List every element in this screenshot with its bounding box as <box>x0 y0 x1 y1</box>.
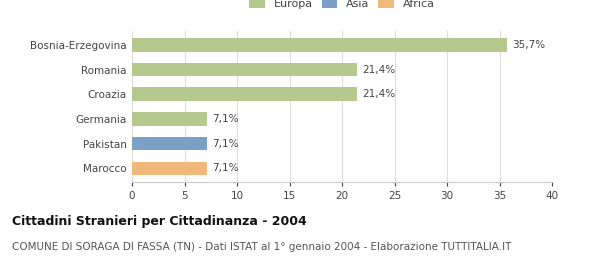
Text: COMUNE DI SORAGA DI FASSA (TN) - Dati ISTAT al 1° gennaio 2004 - Elaborazione TU: COMUNE DI SORAGA DI FASSA (TN) - Dati IS… <box>12 242 511 252</box>
Bar <box>132 87 356 101</box>
Text: 7,1%: 7,1% <box>212 114 238 124</box>
Bar <box>132 137 206 151</box>
Text: 35,7%: 35,7% <box>512 40 545 50</box>
Bar <box>132 161 206 175</box>
Text: 7,1%: 7,1% <box>212 139 238 149</box>
Text: 21,4%: 21,4% <box>362 64 395 75</box>
Bar <box>132 112 206 126</box>
Text: 7,1%: 7,1% <box>212 163 238 173</box>
Bar <box>132 63 356 76</box>
Legend: Europa, Asia, Africa: Europa, Asia, Africa <box>245 0 439 14</box>
Text: 21,4%: 21,4% <box>362 89 395 99</box>
Text: Cittadini Stranieri per Cittadinanza - 2004: Cittadini Stranieri per Cittadinanza - 2… <box>12 214 307 228</box>
Bar <box>132 38 507 52</box>
